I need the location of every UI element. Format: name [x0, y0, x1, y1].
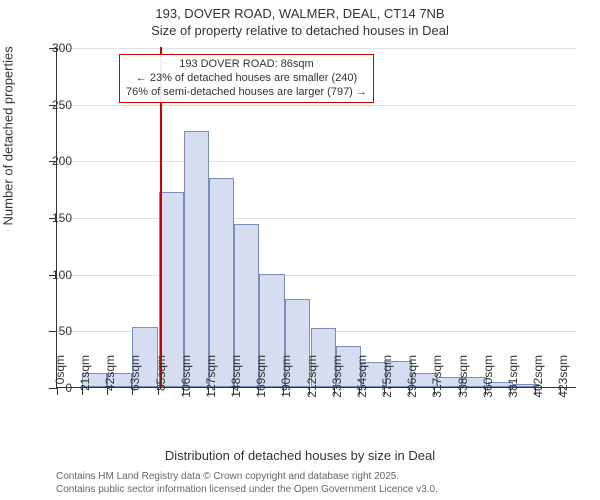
x-tick-label: 233sqm [330, 355, 344, 398]
y-tick-label: 150 [42, 211, 72, 225]
x-tick-label: 212sqm [305, 355, 319, 398]
y-tick-label: 300 [42, 41, 72, 55]
x-tick-label: 423sqm [556, 355, 570, 398]
annotation-line3: 76% of semi-detached houses are larger (… [126, 86, 367, 100]
histogram-bar [184, 131, 209, 387]
x-tick-label: 296sqm [405, 355, 419, 398]
gridline [57, 161, 576, 162]
gridline [57, 105, 576, 106]
x-tick-label: 360sqm [481, 355, 495, 398]
x-tick-label: 402sqm [531, 355, 545, 398]
x-tick-label: 21sqm [78, 355, 92, 391]
y-tick-label: 50 [42, 324, 72, 338]
y-tick-label: 100 [42, 268, 72, 282]
y-axis-label: Number of detached properties [1, 46, 16, 225]
title-line1: 193, DOVER ROAD, WALMER, DEAL, CT14 7NB [0, 6, 600, 23]
x-tick-label: 338sqm [456, 355, 470, 398]
gridline [57, 218, 576, 219]
gridline [57, 275, 576, 276]
y-tick-label: 200 [42, 154, 72, 168]
footer-line2: Contains public sector information licen… [56, 483, 438, 496]
x-tick-label: 85sqm [154, 355, 168, 391]
gridline [57, 48, 576, 49]
x-tick-label: 190sqm [279, 355, 293, 398]
footer-attribution: Contains HM Land Registry data © Crown c… [56, 470, 438, 496]
x-tick-label: 0sqm [53, 355, 67, 384]
chart-title: 193, DOVER ROAD, WALMER, DEAL, CT14 7NB … [0, 0, 600, 40]
y-tick-label: 250 [42, 98, 72, 112]
x-tick-label: 275sqm [380, 355, 394, 398]
x-tick-label: 148sqm [229, 355, 243, 398]
x-axis-label: Distribution of detached houses by size … [0, 448, 600, 463]
footer-line1: Contains HM Land Registry data © Crown c… [56, 470, 438, 483]
x-tick-label: 63sqm [128, 355, 142, 391]
title-line2: Size of property relative to detached ho… [0, 23, 600, 40]
x-tick-label: 381sqm [506, 355, 520, 398]
x-tick-label: 254sqm [355, 355, 369, 398]
x-tick-label: 169sqm [254, 355, 268, 398]
x-tick-label: 106sqm [179, 355, 193, 398]
x-tick-label: 42sqm [103, 355, 117, 391]
annotation-line2: ← 23% of detached houses are smaller (24… [126, 72, 367, 86]
annotation-line1: 193 DOVER ROAD: 86sqm [126, 58, 367, 72]
histogram-plot: 193 DOVER ROAD: 86sqm← 23% of detached h… [56, 48, 576, 388]
x-tick-label: 317sqm [430, 355, 444, 398]
annotation-box: 193 DOVER ROAD: 86sqm← 23% of detached h… [119, 54, 374, 103]
x-tick-label: 127sqm [204, 355, 218, 398]
